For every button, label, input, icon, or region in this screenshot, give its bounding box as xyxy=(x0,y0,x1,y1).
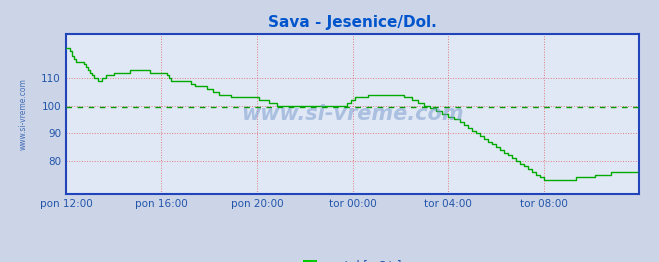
Text: www.si-vreme.com: www.si-vreme.com xyxy=(18,78,28,150)
Title: Sava - Jesenice/Dol.: Sava - Jesenice/Dol. xyxy=(268,15,437,30)
Legend: pretok[m3/s]: pretok[m3/s] xyxy=(298,255,407,262)
Text: www.si-vreme.com: www.si-vreme.com xyxy=(241,104,464,124)
